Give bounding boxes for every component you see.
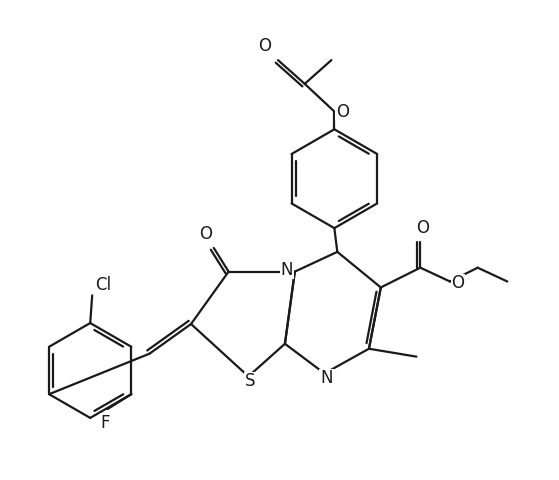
Text: O: O xyxy=(452,275,465,292)
Text: F: F xyxy=(101,414,110,432)
Text: S: S xyxy=(245,372,255,390)
Text: O: O xyxy=(416,219,429,237)
Text: N: N xyxy=(320,370,333,387)
Text: N: N xyxy=(281,261,293,279)
Text: O: O xyxy=(200,225,212,243)
Text: O: O xyxy=(336,103,349,120)
Text: O: O xyxy=(258,37,271,55)
Text: Cl: Cl xyxy=(95,276,111,294)
